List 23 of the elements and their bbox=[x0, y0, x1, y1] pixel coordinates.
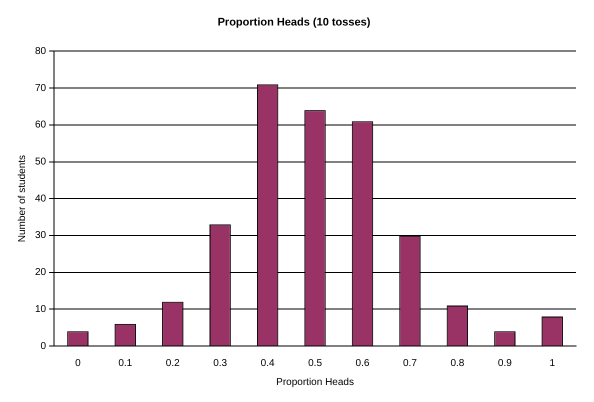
x-tick-label: 0.1 bbox=[118, 358, 133, 369]
y-tick-label: 50 bbox=[35, 156, 47, 168]
y-tick-label: 0 bbox=[40, 340, 47, 352]
y-tick-label: 80 bbox=[35, 46, 47, 57]
y-axis-title: Number of students bbox=[16, 154, 28, 242]
y-tick-label: 10 bbox=[35, 304, 47, 315]
x-tick-label: 0.9 bbox=[498, 358, 512, 369]
y-tick-label: 30 bbox=[35, 230, 47, 242]
x-tick-label: 0.3 bbox=[213, 358, 228, 369]
x-tick-label: 1 bbox=[549, 358, 556, 369]
x-tick-label: 0.6 bbox=[356, 358, 370, 369]
y-tick-label: 20 bbox=[35, 267, 47, 278]
x-tick-label: 0.4 bbox=[260, 358, 276, 369]
y-tick-label: 40 bbox=[35, 193, 47, 204]
x-tick-label: 0.7 bbox=[402, 358, 418, 369]
x-tick-label: 0 bbox=[75, 358, 82, 369]
y-tick-label: 70 bbox=[35, 82, 47, 94]
chart-title: Proportion Heads (10 tosses) bbox=[218, 16, 371, 29]
x-tick-label: 0.2 bbox=[166, 358, 180, 369]
x-tick-label: 0.5 bbox=[308, 358, 322, 369]
x-tick-label: 0.8 bbox=[450, 358, 465, 369]
y-tick-label: 60 bbox=[35, 120, 47, 131]
x-axis-title: Proportion Heads bbox=[276, 376, 354, 388]
